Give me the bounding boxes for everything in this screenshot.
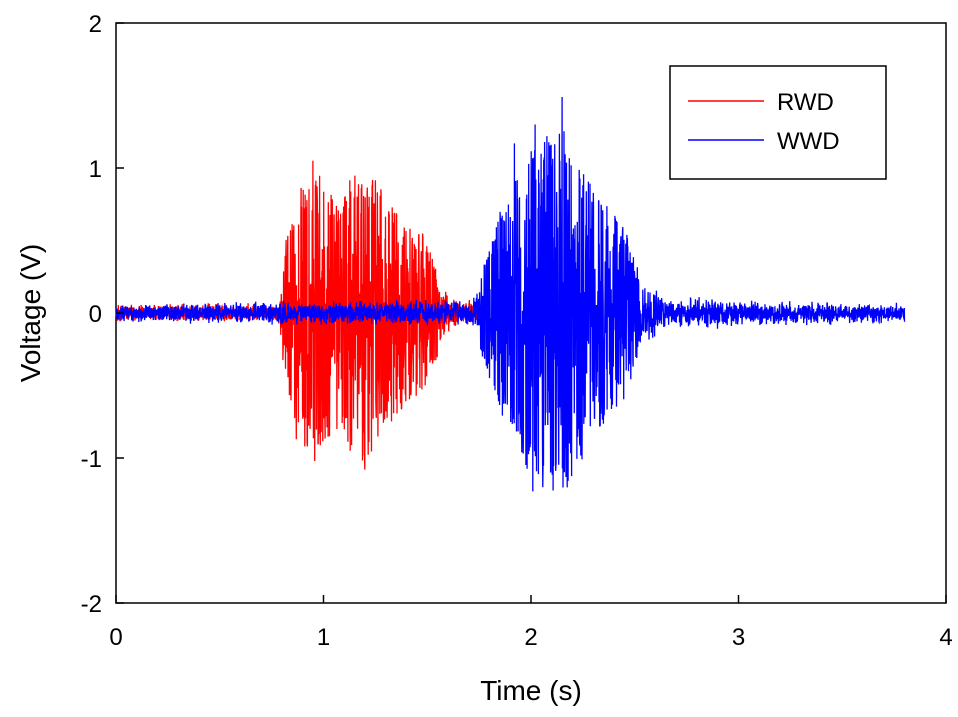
legend-label-wwd: WWD — [777, 128, 840, 155]
y-tick-label-1: -1 — [81, 446, 102, 473]
x-axis-title: Time (s) — [480, 675, 582, 706]
legend-label-rwd: RWD — [777, 89, 834, 116]
x-tick-label-4: 4 — [939, 624, 952, 651]
legend: RWD WWD — [669, 65, 887, 180]
x-tick-label-3: 3 — [732, 624, 745, 651]
series-line-wwd — [115, 96, 906, 492]
x-tick-label-1: 1 — [317, 624, 330, 651]
series-layer — [115, 96, 906, 492]
legend-box — [669, 65, 887, 180]
y-tick-label-3: 1 — [89, 156, 102, 183]
series-line-rwd — [115, 160, 480, 470]
y-tick-label-2: 0 — [89, 301, 102, 328]
x-tick-label-2: 2 — [524, 624, 537, 651]
x-tick-label-0: 0 — [109, 624, 122, 651]
y-tick-label-4: 2 — [89, 11, 102, 38]
y-axis-title: Voltage (V) — [15, 244, 46, 383]
y-tick-label-0: -2 — [81, 591, 102, 618]
ticks-layer: 0 1 2 3 4 -2 -1 0 1 2 — [81, 11, 953, 651]
plot-area: 0 1 2 3 4 -2 -1 0 1 2 — [81, 11, 953, 651]
